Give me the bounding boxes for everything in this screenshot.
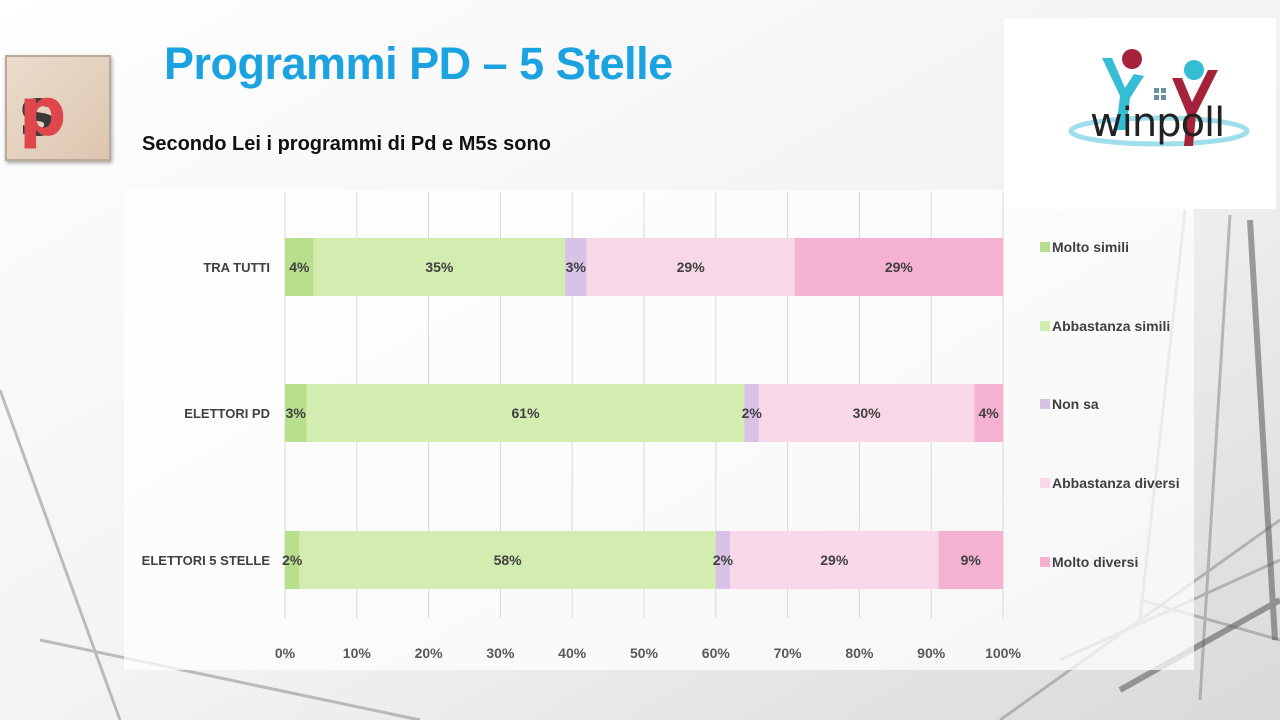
data-label: 61% (512, 405, 541, 421)
data-label: 29% (820, 552, 849, 568)
x-tick-label: 30% (486, 645, 515, 661)
bar-segment (794, 238, 1003, 296)
legend-label: Molto diversi (1052, 554, 1138, 570)
legend-label: Molto simili (1052, 239, 1129, 255)
data-label: 2% (742, 405, 763, 421)
data-label: 2% (282, 552, 303, 568)
bars (285, 238, 1003, 589)
bar-segment (744, 384, 759, 442)
bar-segment (758, 384, 975, 442)
legend-label: Non sa (1052, 396, 1099, 412)
bar-segment (938, 531, 1003, 589)
x-tick-label: 70% (774, 645, 803, 661)
x-tick-label: 80% (845, 645, 874, 661)
svg-text:winpoll: winpoll (1090, 100, 1224, 146)
legend: Molto simili Abbastanza simili Non sa Abbas… (1040, 239, 1180, 570)
legend-swatch (1040, 321, 1050, 331)
bar-segment (586, 238, 795, 296)
x-tick-label: 100% (985, 645, 1021, 661)
bar-segment (715, 531, 731, 589)
bar-segment (285, 384, 307, 442)
x-tick-label: 20% (415, 645, 444, 661)
bar-segment (974, 384, 1003, 442)
category-label: ELETTORI PD (184, 406, 270, 421)
category-label: ELETTORI 5 STELLE (142, 553, 271, 568)
x-tick-label: 0% (275, 645, 296, 661)
legend-label: Abbastanza simili (1052, 318, 1170, 334)
data-label: 29% (885, 259, 914, 275)
legend-swatch (1040, 399, 1050, 409)
chart-subtitle: Secondo Lei i programmi di Pd e M5s sono (142, 133, 551, 155)
bar-segment (285, 238, 314, 296)
x-tick-label: 90% (917, 645, 946, 661)
data-label: 29% (677, 259, 706, 275)
x-tick-label: 40% (558, 645, 587, 661)
legend-swatch (1040, 478, 1050, 488)
data-label: 58% (494, 552, 523, 568)
legend-label: Abbastanza diversi (1052, 475, 1180, 491)
bar-segment (306, 384, 745, 442)
x-tick-label: 60% (702, 645, 731, 661)
slide-title: Programmi PD – 5 Stelle (164, 38, 673, 89)
data-label: 35% (425, 259, 454, 275)
bar-segment (565, 238, 587, 296)
x-tick-label: 50% (630, 645, 659, 661)
data-label: 4% (289, 259, 310, 275)
data-labels: 4% 35% 3% 29% 29% 3% 61% 2% 30% 4% 2% 58% 2% 29% 9% (282, 259, 999, 568)
data-label: 3% (286, 405, 307, 421)
x-tick-label: 10% (343, 645, 372, 661)
bar-segment (313, 238, 566, 296)
data-label: 9% (961, 552, 982, 568)
bar-segment (299, 531, 716, 589)
legend-swatch (1040, 557, 1050, 567)
bar-segment (285, 531, 300, 589)
category-labels: TRA TUTTI ELETTORI PD ELETTORI 5 STELLE (142, 260, 271, 568)
winpoll-logo: winpoll (1004, 18, 1276, 209)
bar-segment (730, 531, 939, 589)
data-label: 4% (979, 405, 1000, 421)
x-axis-ticks: 0% 10% 20% 30% 40% 50% 60% 70% 80% 90% 100% (275, 645, 1022, 661)
data-label: 2% (713, 552, 734, 568)
legend-swatch (1040, 242, 1050, 252)
category-label: TRA TUTTI (203, 260, 270, 275)
data-label: 3% (566, 259, 587, 275)
data-label: 30% (853, 405, 882, 421)
